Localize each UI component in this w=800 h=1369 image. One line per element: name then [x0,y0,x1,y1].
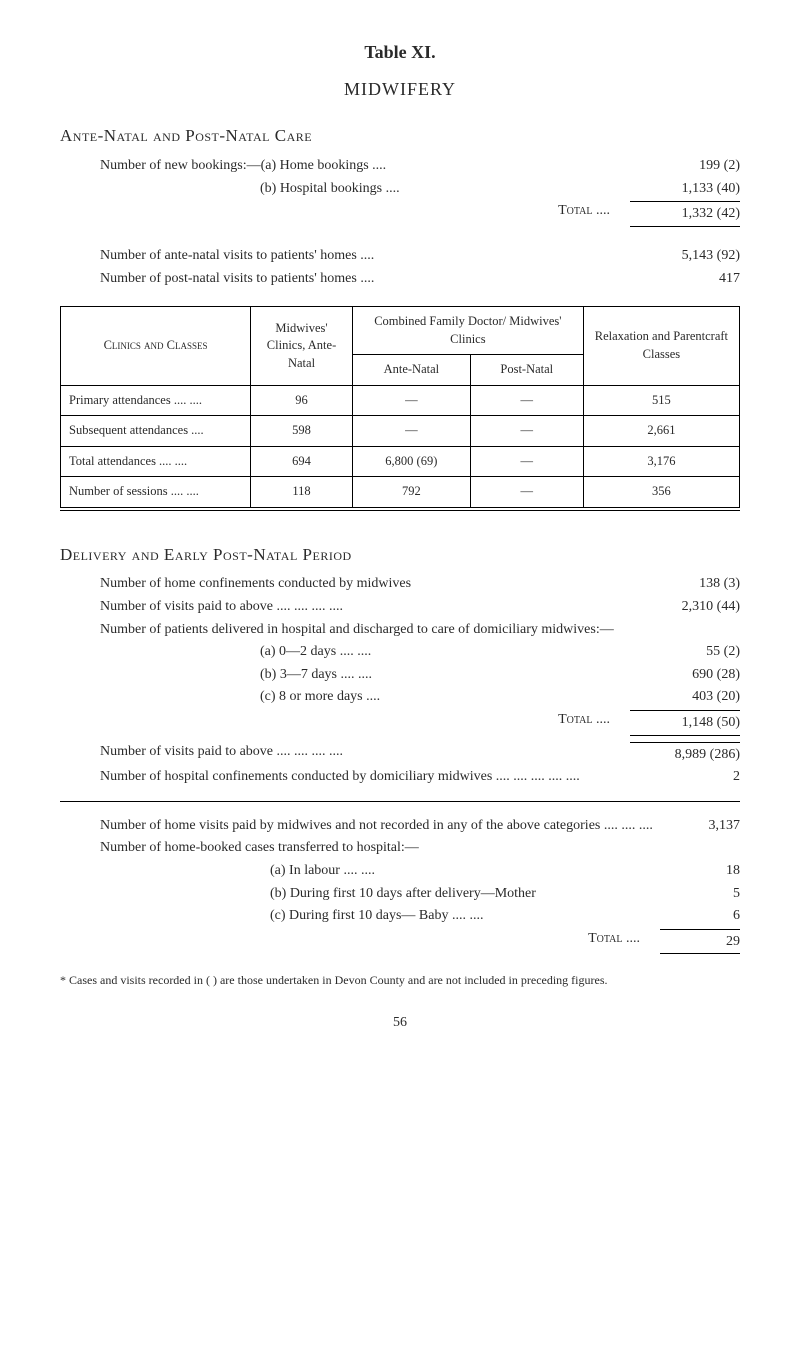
label: Number of patients delivered in hospital… [60,620,630,640]
label: Number of new bookings:—(a) Home booking… [60,156,630,176]
table-number: Table XI. [60,40,740,65]
table-row: Number of sessions .... ....118792—356 [61,477,740,509]
value: 199 (2) [630,156,740,176]
cell: 515 [583,385,739,416]
label: (a) In labour .... .... [60,861,660,881]
label: Number of visits paid to above .... ....… [60,597,630,617]
total-row: Total .... 1,148 (50) [60,710,740,736]
value: 6 [660,906,740,926]
cell: 792 [352,477,470,509]
label: (b) 3—7 days .... .... [60,665,630,685]
data-row: (a) 0—2 days .... .... 55 (2) [60,642,740,662]
section-ante-natal: Ante-Natal and Post-Natal Care [60,124,740,148]
data-row: (c) During first 10 days— Baby .... ....… [60,906,740,926]
value: 138 (3) [630,574,740,594]
data-row: (b) During first 10 days after delivery—… [60,884,740,904]
total-row: Total .... 29 [60,929,740,955]
cell: 2,661 [583,416,739,447]
data-row: Number of hospital confinements conducte… [60,767,740,787]
visits-row: Number of post-natal visits to patients'… [60,269,740,289]
table-row: Primary attendances .... ....96——515 [61,385,740,416]
data-row: (a) In labour .... .... 18 [60,861,740,881]
value [660,838,740,858]
data-row: Number of home confinements conducted by… [60,574,740,594]
value: 417 [630,269,740,289]
cell-label: Total attendances .... .... [61,446,251,477]
col-header: Ante-Natal [352,355,470,386]
col-header: Combined Family Doctor/ Midwives' Clinic… [352,307,583,355]
label: Number of hospital confinements conducte… [60,767,630,787]
cell: 118 [251,477,353,509]
value: 2,310 (44) [630,597,740,617]
label: (b) During first 10 days after delivery—… [60,884,660,904]
cell: 3,176 [583,446,739,477]
value: 55 (2) [630,642,740,662]
data-row: Number of patients delivered in hospital… [60,620,740,640]
col-header: Midwives' Clinics, Ante-Natal [251,307,353,386]
label: Number of visits paid to above .... ....… [60,742,630,765]
col-header: Post-Natal [470,355,583,386]
total-label: Total .... [60,929,660,955]
value: 5 [660,884,740,904]
cell: 356 [583,477,739,509]
data-row: Number of visits paid to above .... ....… [60,742,740,765]
cell: 96 [251,385,353,416]
value: 8,989 (286) [630,742,740,765]
cell: — [470,385,583,416]
label: Number of home-booked cases transferred … [60,838,660,858]
cell: — [470,446,583,477]
cell: — [352,385,470,416]
value: 2 [630,767,740,787]
value: 403 (20) [630,687,740,707]
total-label: Total .... [60,201,630,227]
total-value: 1,332 (42) [630,201,740,227]
col-header: Relaxation and Parentcraft Classes [583,307,739,386]
table-row: Subsequent attendances ....598——2,661 [61,416,740,447]
data-row: (b) 3—7 days .... .... 690 (28) [60,665,740,685]
label: Number of home visits paid by midwives a… [60,816,660,836]
cell-label: Subsequent attendances .... [61,416,251,447]
value: 690 (28) [630,665,740,685]
data-row: Number of visits paid to above .... ....… [60,597,740,617]
cell: — [352,416,470,447]
divider [60,801,740,802]
booking-row: (b) Hospital bookings .... 1,133 (40) [60,179,740,199]
total-label: Total .... [60,710,630,736]
page-number: 56 [60,1013,740,1033]
cell: — [470,477,583,509]
section-delivery: Delivery and Early Post-Natal Period [60,543,740,567]
cell-label: Primary attendances .... .... [61,385,251,416]
data-row: Number of home visits paid by midwives a… [60,816,740,836]
label: Number of post-natal visits to patients'… [60,269,630,289]
data-row: (c) 8 or more days .... 403 (20) [60,687,740,707]
value: 1,133 (40) [630,179,740,199]
cell: 694 [251,446,353,477]
label: Number of home confinements conducted by… [60,574,630,594]
label: (c) During first 10 days— Baby .... .... [60,906,660,926]
visits-row: Number of ante-natal visits to patients'… [60,246,740,266]
cell: 598 [251,416,353,447]
label: Number of ante-natal visits to patients'… [60,246,630,266]
label: (c) 8 or more days .... [60,687,630,707]
label: (a) 0—2 days .... .... [60,642,630,662]
total-value: 1,148 (50) [630,710,740,736]
total-row: Total .... 1,332 (42) [60,201,740,227]
booking-row: Number of new bookings:—(a) Home booking… [60,156,740,176]
data-row: Number of home-booked cases transferred … [60,838,740,858]
cell: 6,800 (69) [352,446,470,477]
cell-label: Number of sessions .... .... [61,477,251,509]
value [630,620,740,640]
footnote: * Cases and visits recorded in ( ) are t… [60,972,740,989]
value: 18 [660,861,740,881]
total-value: 29 [660,929,740,955]
label: (b) Hospital bookings .... [60,179,630,199]
title-midwifery: MIDWIFERY [60,77,740,102]
col-header: Clinics and Classes [61,307,251,386]
table-row: Total attendances .... ....6946,800 (69)… [61,446,740,477]
value: 5,143 (92) [630,246,740,266]
cell: — [470,416,583,447]
value: 3,137 [660,816,740,836]
clinics-table: Clinics and Classes Midwives' Clinics, A… [60,306,740,511]
